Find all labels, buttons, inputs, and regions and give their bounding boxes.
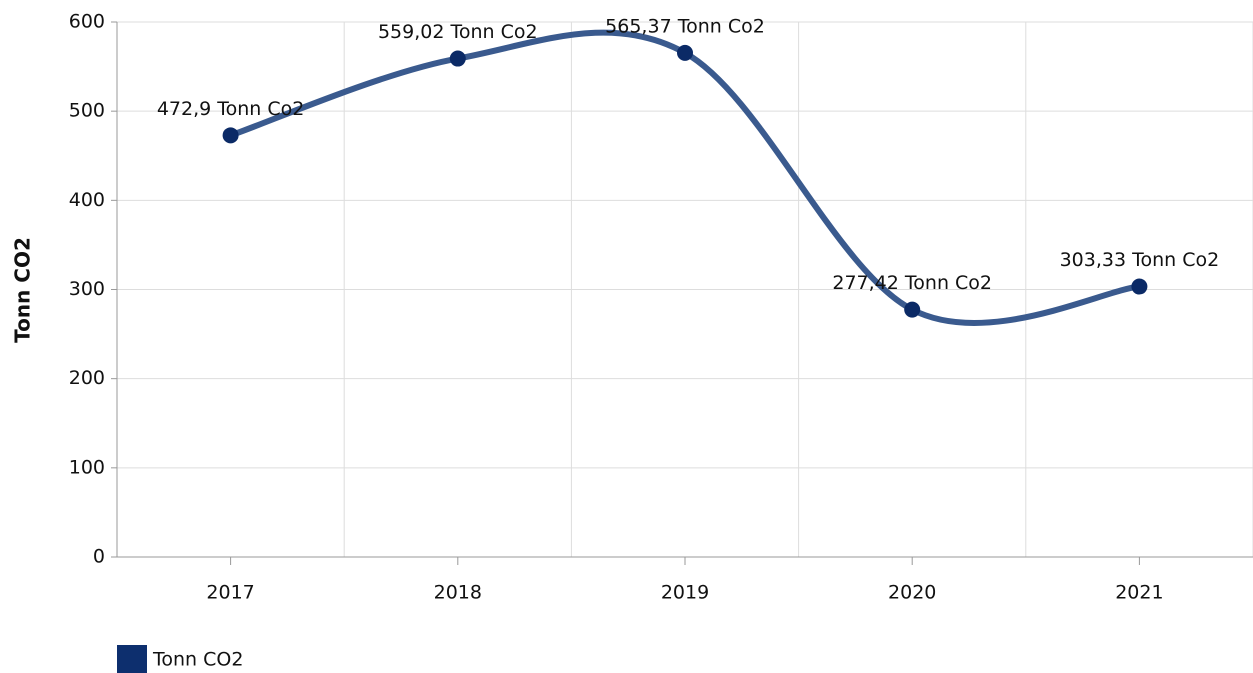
- x-tick-label: 2018: [434, 582, 482, 604]
- data-label: 559,02 Tonn Co2: [378, 21, 538, 43]
- y-tick-label: 600: [69, 11, 105, 33]
- y-axis-label: Tonn CO2: [11, 237, 35, 343]
- y-tick-label: 100: [69, 456, 105, 478]
- marker: [449, 50, 466, 67]
- marker: [1131, 278, 1148, 295]
- data-label: 472,9 Tonn Co2: [157, 98, 305, 120]
- x-tick-label: 2021: [1115, 582, 1163, 604]
- legend-swatch: [117, 645, 147, 673]
- y-tick-label: 300: [69, 278, 105, 300]
- y-tick-label: 500: [69, 100, 105, 122]
- marker: [222, 127, 239, 144]
- legend-label: Tonn CO2: [152, 649, 243, 671]
- x-tick-label: 2017: [206, 582, 254, 604]
- data-label: 565,37 Tonn Co2: [605, 15, 765, 37]
- x-tick-label: 2020: [888, 582, 936, 604]
- data-label: 277,42 Tonn Co2: [832, 272, 992, 294]
- line: [227, 29, 1143, 326]
- y-tick-label: 0: [93, 546, 105, 568]
- marker: [904, 301, 921, 318]
- x-tick-label: 2019: [661, 582, 709, 604]
- y-tick-label: 400: [69, 189, 105, 211]
- marker: [677, 44, 693, 61]
- y-tick-label: 200: [69, 367, 105, 389]
- data-label: 303,33 Tonn Co2: [1060, 249, 1220, 271]
